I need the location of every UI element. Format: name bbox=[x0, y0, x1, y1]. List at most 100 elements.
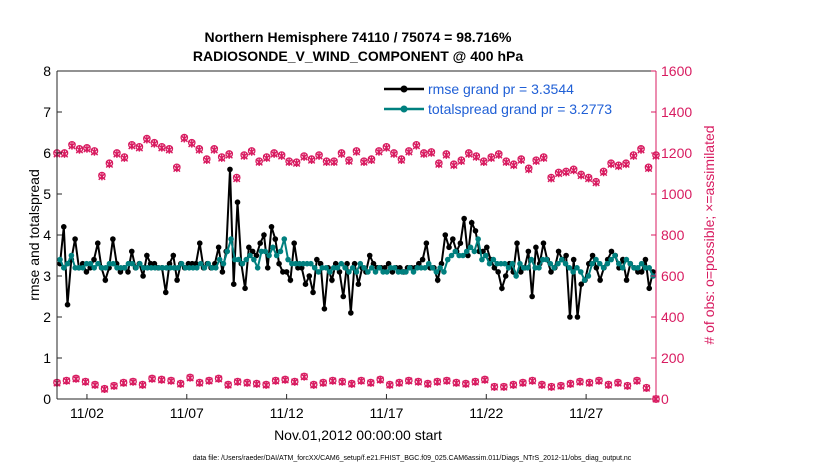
rmse-point bbox=[450, 236, 456, 242]
totalspread-point bbox=[285, 256, 291, 263]
x-tick-label: 11/22 bbox=[469, 405, 503, 421]
rmse-point bbox=[310, 289, 316, 296]
rmse-point bbox=[529, 293, 535, 300]
obs-assimilated-point bbox=[173, 164, 181, 173]
obs-assimilated-point bbox=[509, 381, 518, 389]
totalspread-point bbox=[235, 256, 242, 263]
totalspread-point bbox=[566, 265, 573, 271]
totalspread-point bbox=[372, 269, 379, 275]
obs-assimilated-point bbox=[490, 383, 499, 391]
plot-area bbox=[57, 71, 656, 399]
obs-assimilated-point bbox=[375, 148, 383, 156]
obs-assimilated-point bbox=[72, 375, 80, 383]
totalspread-point bbox=[433, 269, 440, 275]
rmse-point bbox=[234, 199, 241, 205]
obs-assimilated-point bbox=[443, 377, 451, 385]
obs-assimilated-point bbox=[120, 154, 129, 162]
totalspread-point bbox=[406, 265, 413, 271]
totalspread-point bbox=[178, 260, 185, 267]
totalspread-point bbox=[634, 265, 641, 271]
totalspread-point bbox=[262, 248, 269, 255]
totalspread-point bbox=[281, 236, 288, 242]
x-ticks: 11/02 11/07 11/12 11/17 11/22 11/27 bbox=[70, 394, 603, 421]
obs-assimilated-point bbox=[502, 158, 510, 167]
rmse-point bbox=[484, 244, 490, 251]
totalspread-point bbox=[558, 256, 565, 263]
right-tick-label: 1600 bbox=[661, 63, 692, 79]
totalspread-point bbox=[57, 256, 63, 263]
totalspread-point bbox=[562, 260, 569, 267]
obs-assimilated-point bbox=[68, 142, 76, 150]
totalspread-point bbox=[467, 244, 474, 251]
rmse-point bbox=[144, 252, 150, 259]
obs-assimilated-point bbox=[252, 380, 261, 388]
legend-spread-marker bbox=[400, 105, 408, 113]
totalspread-point bbox=[638, 260, 645, 267]
rmse-point bbox=[128, 248, 135, 255]
rmse-point bbox=[570, 256, 577, 263]
rmse-point bbox=[589, 252, 596, 259]
obs-assimilated-point bbox=[110, 382, 118, 390]
totalspread-point bbox=[110, 260, 117, 267]
obs-assimilated-point bbox=[330, 158, 338, 167]
left-tick-label: 4 bbox=[43, 227, 51, 243]
rmse-point bbox=[196, 240, 203, 246]
obs-assimilated-point bbox=[255, 158, 263, 167]
obs-assimilated-point bbox=[98, 172, 106, 181]
obs-assimilated-point bbox=[487, 154, 495, 162]
right-tick-label: 1200 bbox=[661, 145, 692, 161]
totalspread-point bbox=[543, 256, 550, 263]
totalspread-point bbox=[528, 256, 535, 263]
obs-assimilated-point bbox=[348, 380, 356, 388]
obs-assimilated-point bbox=[637, 146, 645, 154]
totalspread-point bbox=[205, 260, 212, 267]
totalspread-point bbox=[353, 269, 360, 275]
obs-assimilated-point bbox=[528, 377, 537, 385]
totalspread-point bbox=[593, 256, 599, 263]
rmse-point bbox=[555, 248, 562, 255]
obs-assimilated-point bbox=[205, 377, 213, 385]
obs-assimilated-point bbox=[538, 381, 546, 389]
obs-assimilated-point bbox=[247, 148, 256, 156]
obs-assimilated-point bbox=[633, 377, 641, 385]
obs-assimilated-point bbox=[143, 135, 151, 144]
totalspread-point bbox=[277, 248, 284, 255]
rmse-point bbox=[548, 269, 554, 275]
x-tick-label: 11/07 bbox=[170, 405, 204, 421]
rmse-point bbox=[125, 269, 131, 275]
obs-assimilated-point bbox=[614, 162, 623, 171]
obs-assimilated-point bbox=[188, 139, 196, 148]
obs-assimilated-point bbox=[472, 153, 480, 161]
rmse-point bbox=[423, 240, 430, 246]
obs-assimilated-point bbox=[285, 158, 293, 167]
rmse-point bbox=[574, 314, 581, 320]
rmse-point bbox=[461, 215, 467, 222]
totalspread-point bbox=[475, 236, 481, 242]
totalspread-point bbox=[574, 265, 580, 271]
totalspread-point bbox=[357, 260, 364, 267]
obs-assimilated-point bbox=[128, 142, 136, 150]
obs-assimilated-point bbox=[138, 381, 147, 389]
obs-assimilated-point bbox=[157, 376, 166, 384]
x-tick-label: 11/27 bbox=[569, 405, 603, 421]
totalspread-point bbox=[133, 265, 139, 271]
obs-assimilated-point bbox=[214, 375, 223, 383]
totalspread-point bbox=[213, 265, 219, 271]
totalspread-point bbox=[460, 252, 466, 259]
rmse-point bbox=[264, 265, 271, 271]
obs-assimilated-point bbox=[405, 148, 413, 156]
totalspread-point bbox=[194, 265, 200, 271]
legend: rmse grand pr = 3.3544 totalspread grand… bbox=[384, 81, 612, 117]
totalspread-point bbox=[482, 252, 489, 259]
obs-assimilated-point bbox=[60, 150, 69, 158]
totalspread-point bbox=[384, 269, 390, 275]
obs-assimilated-point bbox=[569, 166, 578, 175]
rmse-point bbox=[60, 224, 67, 230]
obs-assimilated-point bbox=[495, 151, 503, 159]
obs-assimilated-point bbox=[210, 146, 218, 154]
totalspread-point bbox=[486, 260, 493, 267]
x-tick-label: 11/02 bbox=[70, 405, 104, 421]
left-tick-label: 1 bbox=[43, 350, 51, 366]
rmse-point bbox=[321, 306, 328, 312]
totalspread-point bbox=[224, 248, 231, 255]
